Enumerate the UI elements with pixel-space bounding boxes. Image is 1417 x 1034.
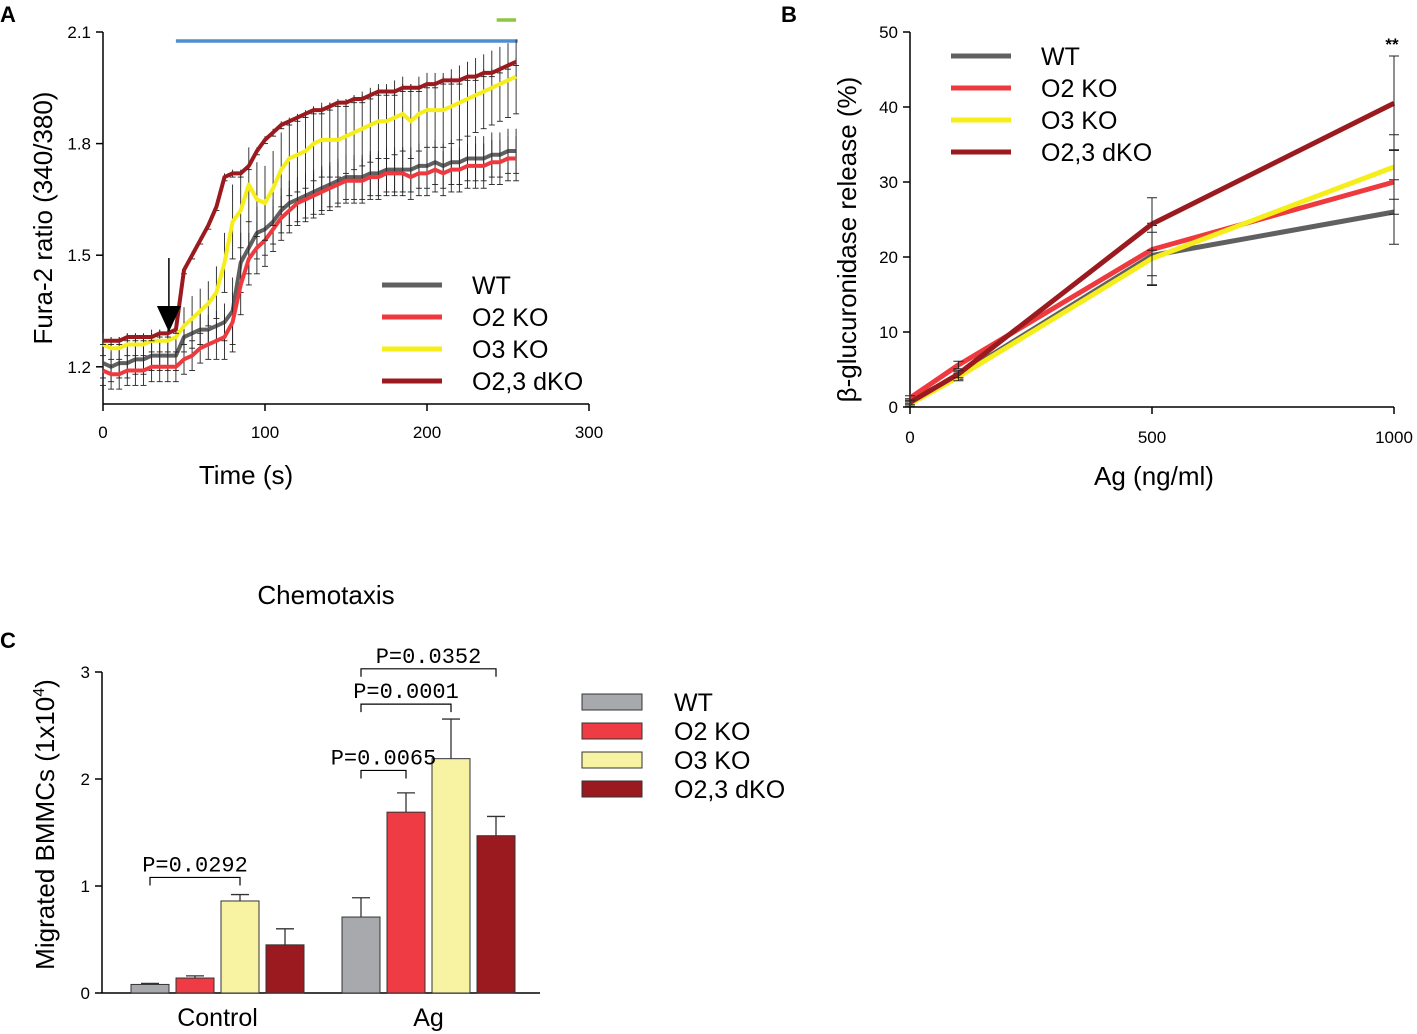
c-bar-o2-ko-control [175, 977, 215, 994]
b-x-axis-title: Ag (ng/ml) [1094, 461, 1214, 491]
c-y-tick-label: 1 [81, 877, 90, 896]
c-legend-label: O2 KO [674, 718, 750, 746]
a-y-axis-title: Fura-2 ratio (340/380) [28, 92, 58, 345]
c-comparison-label: P=0.0292 [142, 853, 248, 878]
a-series-wt [100, 128, 520, 383]
c-y-tick-label: 2 [81, 770, 90, 789]
c-category-label: Ag [413, 1004, 444, 1032]
a-series-line-o2-ko [102, 156, 517, 377]
b-x-tick-label: 500 [1138, 428, 1166, 447]
b-y-tick-label: 50 [879, 23, 898, 42]
c-bar-wt-control [130, 983, 170, 994]
b-y-tick-label: 0 [889, 398, 898, 417]
b-series-line-o2-ko [908, 179, 1395, 401]
c-comparison-label: P=0.0352 [376, 645, 482, 670]
a-series-line-wt [102, 149, 517, 369]
b-series-o3-ko [905, 134, 1399, 407]
c-series-o2-ko [175, 792, 426, 994]
a-x-tick-label: 200 [413, 423, 441, 442]
c-y-axis-title-main: Migrated BMMCs (1x10 [30, 697, 60, 970]
a-series-o2-3-dko [100, 58, 520, 345]
b-x-tick-label: 0 [905, 428, 914, 447]
a-y-tick-label: 1.2 [67, 358, 91, 377]
a-legend-label: WT [472, 272, 511, 300]
c-comparison-label: P=0.0065 [331, 746, 437, 771]
c-comparison-bracket [360, 668, 497, 677]
c-comparison-bracket [360, 703, 452, 713]
b-series-line-o2-3-dko [908, 101, 1396, 405]
a-x-axis-title: Time (s) [199, 460, 293, 490]
b-y-axis-title: β-glucuronidase release (%) [832, 77, 862, 403]
b-y-tick-label: 30 [879, 173, 898, 192]
a-legend-label: O2,3 dKO [472, 368, 583, 396]
a-series-line-o3-ko [102, 74, 517, 351]
c-series-wt [130, 897, 381, 994]
a-series-line-o2-3-dko [103, 59, 517, 343]
a-legend-label: O2 KO [472, 304, 548, 332]
a-legend-label: O3 KO [472, 336, 548, 364]
c-y-tick-label: 0 [81, 984, 90, 1003]
a-x-tick-label: 100 [251, 423, 279, 442]
c-comparison-bracket [360, 769, 407, 779]
c-legend-label: O2,3 dKO [674, 776, 785, 804]
c-bar-o2-ko-ag [386, 811, 426, 994]
c-legend-swatch [581, 751, 643, 769]
panel-a-chart: 1.2 1.5 1.8 2.1 0 100 200 300 Time (s) Fura-2 rat… [28, 18, 603, 490]
c-legend-swatch [581, 722, 643, 740]
panel-letter-a: A [0, 2, 16, 27]
c-y-tick-label: 3 [81, 663, 90, 682]
b-legend-label: O2 KO [1041, 75, 1117, 103]
a-arrow-head [156, 306, 181, 332]
a-series-o3-ko [100, 39, 520, 360]
b-y-tick-label: 20 [879, 248, 898, 267]
c-chart-title: Chemotaxis [257, 580, 394, 610]
panel-c-chart: Chemotaxis 0 1 2 3 Migrated BMMCs (1x104) Cont… [30, 580, 785, 1032]
c-y-axis-title-end: ) [30, 679, 60, 688]
c-legend-label: WT [674, 689, 713, 717]
a-x-tick-label: 0 [98, 423, 107, 442]
c-category-label: Control [177, 1004, 258, 1032]
c-series-o2-3-dko [265, 815, 516, 994]
c-bar-wt-ag [341, 916, 381, 994]
b-y-tick-label: 10 [879, 323, 898, 342]
a-y-tick-label: 1.5 [67, 246, 91, 265]
panel-letter-c: C [0, 628, 16, 653]
b-legend-label: WT [1041, 43, 1080, 71]
a-x-tick-label: 300 [575, 423, 603, 442]
c-legend-swatch [581, 780, 643, 798]
c-bar-o3-ko-control [220, 900, 260, 994]
c-comparison-bracket [149, 876, 241, 886]
a-series-o2-ko [100, 136, 520, 390]
b-series-o2-3-dko [905, 55, 1399, 406]
b-significance-annotation: ** [1385, 35, 1399, 54]
c-bar-o2-3-dko-ag [476, 835, 516, 994]
c-legend-label: O3 KO [674, 747, 750, 775]
b-x-tick-label: 1000 [1375, 428, 1413, 447]
c-bar-o3-ko-ag [431, 758, 471, 994]
b-y-tick-label: 40 [879, 98, 898, 117]
c-legend-swatch [581, 693, 643, 711]
c-series-o3-ko [220, 718, 471, 994]
a-y-tick-label: 2.1 [67, 23, 91, 42]
a-y-tick-label: 1.8 [67, 135, 91, 154]
b-legend-label: O3 KO [1041, 107, 1117, 135]
b-legend-label: O2,3 dKO [1041, 139, 1152, 167]
c-y-axis-title: Migrated BMMCs (1x104) [30, 679, 60, 970]
c-y-axis-title-sup: 4 [31, 688, 48, 697]
panel-letter-b: B [781, 2, 797, 27]
c-comparison-label: P=0.0001 [353, 680, 459, 705]
c-bar-o2-3-dko-control [265, 944, 305, 994]
